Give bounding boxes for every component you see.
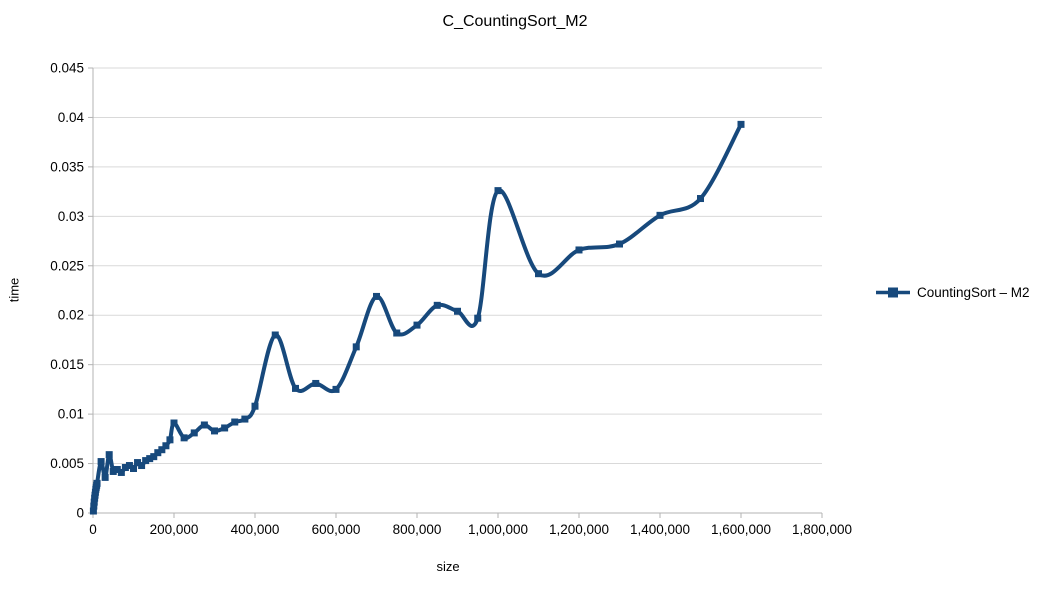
x-tick-label: 600,000 — [312, 522, 361, 537]
data-point-marker — [251, 402, 259, 410]
data-point-marker — [190, 429, 198, 437]
x-tick-label: 1,400,000 — [630, 522, 690, 537]
y-tick-label: 0.03 — [58, 209, 84, 224]
data-point-marker — [125, 462, 133, 470]
y-tick-label: 0.005 — [50, 456, 84, 471]
y-tick-label: 0 — [76, 506, 84, 521]
data-point-marker — [180, 434, 188, 442]
legend-label: CountingSort – M2 — [917, 285, 1030, 300]
data-point-marker — [616, 240, 623, 248]
data-point-marker — [121, 464, 129, 472]
data-point-marker — [454, 307, 461, 315]
data-point-marker — [332, 385, 340, 393]
data-point-marker — [373, 292, 380, 300]
data-point-marker — [656, 211, 664, 219]
data-point-marker — [138, 462, 146, 470]
data-point-marker — [90, 498, 98, 506]
data-point-marker — [221, 424, 229, 432]
data-point-marker — [93, 479, 101, 487]
data-point-marker — [89, 507, 97, 515]
data-point-marker — [241, 415, 249, 423]
data-point-marker — [158, 446, 166, 454]
data-point-marker — [352, 343, 360, 351]
x-tick-label: 200,000 — [150, 522, 199, 537]
x-tick-label: 1,600,000 — [711, 522, 771, 537]
data-point-marker — [200, 421, 208, 429]
y-tick-label: 0.02 — [58, 308, 84, 323]
legend: CountingSort – M2 — [876, 285, 1030, 300]
data-point-marker — [737, 120, 745, 128]
y-tick-label: 0.04 — [58, 110, 85, 125]
data-point-marker — [146, 455, 154, 463]
data-point-marker — [697, 195, 704, 203]
data-point-marker — [393, 329, 401, 337]
y-tick-label: 0.035 — [50, 159, 84, 174]
x-tick-label: 0 — [89, 522, 97, 537]
data-point-marker — [292, 384, 299, 392]
data-point-marker — [170, 419, 178, 427]
data-point-marker — [474, 314, 482, 322]
y-tick-label: 0.015 — [50, 357, 84, 372]
legend-marker-icon — [876, 287, 910, 298]
data-point-marker — [134, 459, 142, 467]
data-point-marker — [271, 331, 279, 339]
data-point-marker — [154, 449, 162, 457]
data-point-marker — [494, 187, 502, 195]
data-point-marker — [90, 502, 98, 510]
y-tick-label: 0.045 — [50, 61, 84, 76]
y-tick-label: 0.01 — [58, 407, 84, 422]
x-tick-label: 1,000,000 — [468, 522, 528, 537]
x-axis-title: size — [436, 559, 460, 574]
data-point-marker — [105, 451, 113, 459]
x-tick-label: 1,200,000 — [549, 522, 609, 537]
data-point-marker — [109, 467, 117, 475]
data-point-marker — [97, 458, 105, 466]
x-tick-label: 1,800,000 — [792, 522, 852, 537]
data-point-marker — [142, 457, 150, 465]
data-point-marker — [413, 321, 421, 329]
data-point-marker — [130, 465, 137, 472]
x-tick-label: 800,000 — [393, 522, 442, 537]
x-tick-label: 400,000 — [231, 522, 280, 537]
chart-title: C_CountingSort_M2 — [442, 13, 588, 30]
data-point-marker — [101, 473, 109, 481]
data-point-marker — [117, 468, 125, 476]
data-point-marker — [433, 301, 441, 309]
data-point-marker — [211, 427, 218, 435]
y-tick-label: 0.025 — [50, 258, 84, 273]
data-point-marker — [231, 418, 239, 426]
series-line — [91, 122, 743, 514]
data-point-marker — [113, 465, 121, 473]
data-point-marker — [162, 442, 170, 450]
data-point-marker — [166, 436, 174, 444]
data-point-marker — [150, 453, 158, 461]
data-point-marker — [535, 270, 542, 278]
data-point-marker — [312, 379, 320, 387]
data-point-marker — [575, 246, 583, 254]
